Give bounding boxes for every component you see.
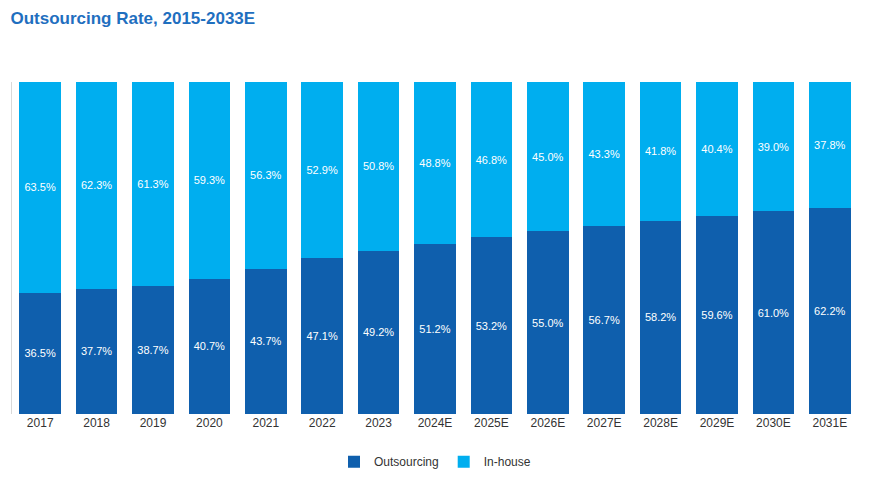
svg-text:2021: 2021 [252,416,279,430]
svg-text:2025E: 2025E [474,416,509,430]
svg-text:2024E: 2024E [418,416,453,430]
svg-text:53.2%: 53.2% [476,320,507,332]
svg-text:52.9%: 52.9% [306,164,337,176]
svg-text:37.8%: 37.8% [814,139,845,151]
svg-text:58.2%: 58.2% [645,311,676,323]
svg-text:62.3%: 62.3% [81,179,112,191]
svg-text:37.7%: 37.7% [81,345,112,357]
svg-text:2027E: 2027E [587,416,622,430]
svg-text:2020: 2020 [196,416,223,430]
svg-text:40.7%: 40.7% [194,340,225,352]
svg-text:2023: 2023 [365,416,392,430]
svg-text:51.2%: 51.2% [419,323,450,335]
svg-text:45.0%: 45.0% [532,151,563,163]
svg-text:36.5%: 36.5% [24,347,55,359]
svg-text:2022: 2022 [309,416,336,430]
svg-text:38.7%: 38.7% [137,344,168,356]
svg-text:Outsourcing: Outsourcing [374,455,439,469]
svg-text:41.8%: 41.8% [645,145,676,157]
svg-text:50.8%: 50.8% [363,160,394,172]
svg-text:39.0%: 39.0% [758,141,789,153]
svg-text:43.3%: 43.3% [588,148,619,160]
svg-text:40.4%: 40.4% [701,143,732,155]
svg-text:63.5%: 63.5% [24,181,55,193]
svg-text:49.2%: 49.2% [363,326,394,338]
svg-text:61.0%: 61.0% [758,307,789,319]
svg-text:62.2%: 62.2% [814,305,845,317]
svg-text:2026E: 2026E [530,416,565,430]
svg-text:47.1%: 47.1% [306,330,337,342]
svg-text:59.6%: 59.6% [701,309,732,321]
svg-text:61.3%: 61.3% [137,178,168,190]
svg-text:56.3%: 56.3% [250,169,281,181]
svg-text:2029E: 2029E [700,416,735,430]
svg-text:43.7%: 43.7% [250,335,281,347]
svg-text:56.7%: 56.7% [588,314,619,326]
svg-text:48.8%: 48.8% [419,157,450,169]
svg-text:2019: 2019 [140,416,167,430]
svg-text:2017: 2017 [27,416,54,430]
svg-text:46.8%: 46.8% [476,154,507,166]
svg-text:2018: 2018 [83,416,110,430]
svg-text:2031E: 2031E [812,416,847,430]
svg-text:55.0%: 55.0% [532,317,563,329]
svg-text:2028E: 2028E [643,416,678,430]
svg-text:2030E: 2030E [756,416,791,430]
svg-text:Outsourcing Rate, 2015-2033E: Outsourcing Rate, 2015-2033E [10,9,255,28]
svg-text:59.3%: 59.3% [194,174,225,186]
svg-text:In-house: In-house [484,455,531,469]
